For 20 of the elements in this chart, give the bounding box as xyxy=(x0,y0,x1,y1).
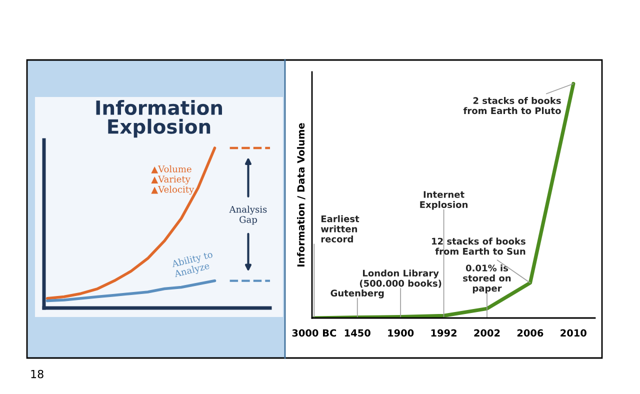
annotation: 2 stacks of books from Earth to Pluto xyxy=(463,97,561,114)
x-tick-label: 2002 xyxy=(474,329,500,337)
x-tick-label: 2010 xyxy=(560,329,586,337)
annotation: Ability to Analyze xyxy=(171,250,214,280)
x-tick-label: 1450 xyxy=(344,329,370,337)
annotation: Earliest written record xyxy=(320,215,360,242)
x-tick-label: 2006 xyxy=(517,329,544,337)
annotation: 0.01% is stored on paper xyxy=(463,264,511,294)
annotation: Internet Explosion xyxy=(420,191,468,210)
annotation: London Library (500.000 books) xyxy=(360,270,442,288)
x-tick-label: 3000 BC xyxy=(292,329,336,337)
chart-title: Information Explosion xyxy=(96,100,222,138)
annotation: Gutenberg xyxy=(330,290,384,298)
y-axis-title: Information / Data Volume xyxy=(297,123,306,266)
annotation: ▲Volume ▲Variety ▲Velocity xyxy=(151,165,194,195)
text: Analysis Gap xyxy=(229,206,267,225)
text: 18 xyxy=(31,370,44,378)
x-tick-label: 1900 xyxy=(388,329,414,337)
annotation: 12 stacks of books from Earth to Sun xyxy=(432,238,526,255)
x-tick-label: 1992 xyxy=(431,329,456,337)
